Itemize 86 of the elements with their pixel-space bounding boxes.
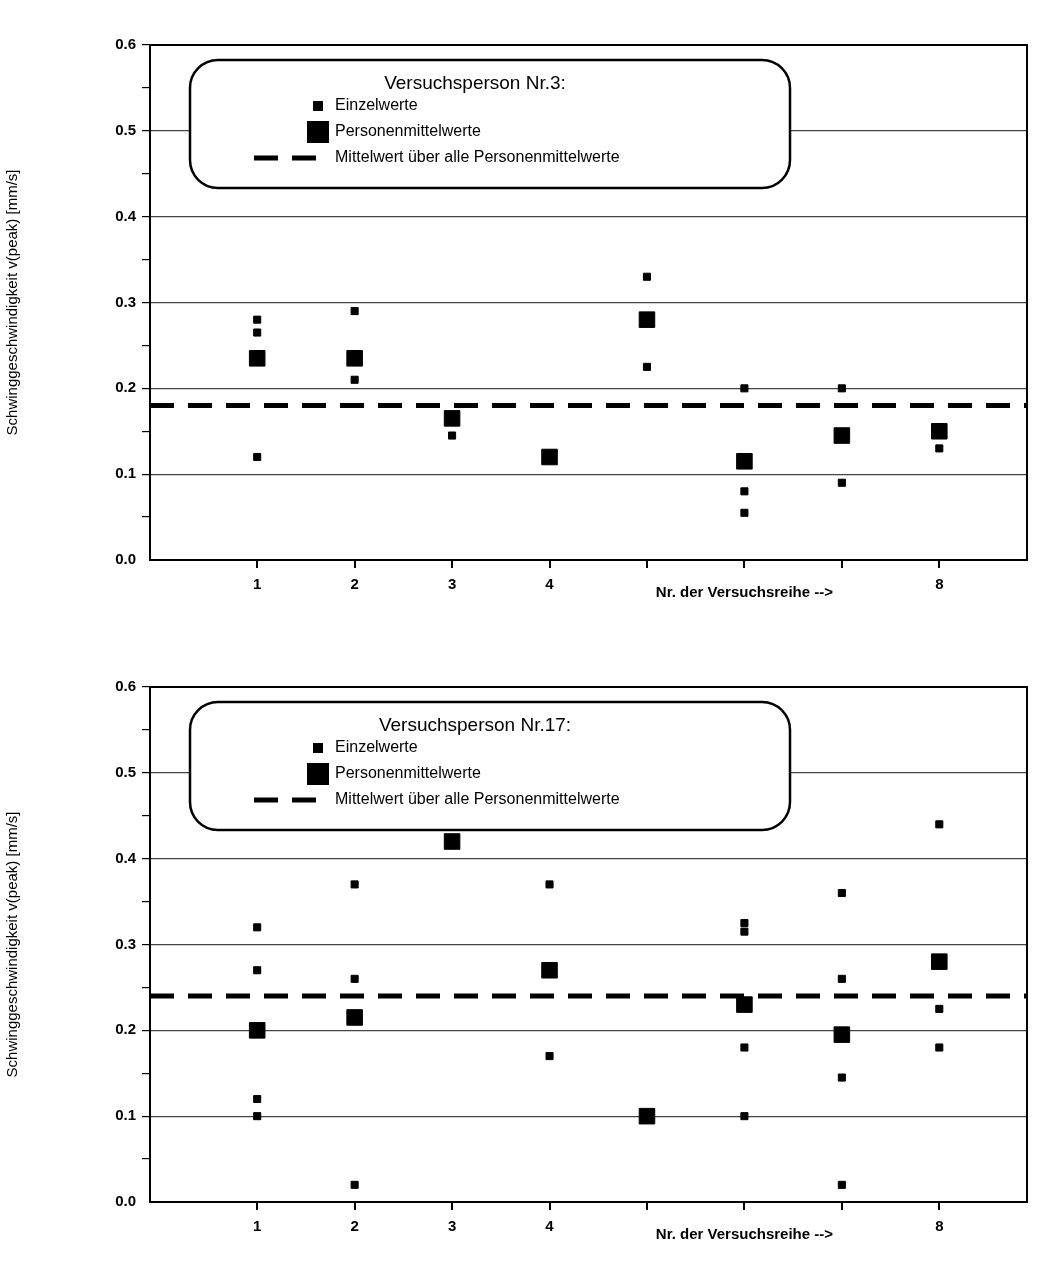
x-tick-label: 3 — [447, 1217, 457, 1235]
point — [642, 272, 651, 281]
point — [935, 444, 944, 453]
point — [740, 384, 749, 393]
y-tick-label: 0.4 — [115, 848, 137, 866]
point — [736, 453, 753, 470]
legend-label: Einzelwerte — [335, 738, 418, 756]
point — [638, 1107, 656, 1125]
y-tick-label: 0.3 — [115, 292, 136, 310]
x-axis-title: Nr. der Versuchsreihe --> — [655, 583, 834, 601]
point — [736, 996, 753, 1013]
point — [346, 350, 363, 367]
point — [837, 478, 846, 487]
legend-title: Versuchsperson Nr.3: — [384, 72, 566, 94]
point — [253, 1112, 262, 1121]
point — [350, 1180, 359, 1189]
y-axis-title: Schwinggeschwindigkeit v(peak) [mm/s] — [3, 811, 21, 1078]
point — [935, 820, 944, 829]
y-tick-label: 0.0 — [115, 1192, 136, 1210]
point — [253, 1094, 262, 1104]
y-tick-label: 0.5 — [115, 762, 136, 780]
point — [638, 311, 656, 328]
point — [443, 833, 461, 850]
point — [740, 919, 749, 928]
point — [935, 1043, 944, 1052]
point — [837, 1073, 846, 1082]
point — [740, 1043, 749, 1052]
point — [253, 315, 262, 324]
point — [740, 1112, 749, 1121]
point — [545, 1052, 554, 1061]
x-tick-label: 1 — [253, 1217, 262, 1235]
point — [837, 384, 846, 393]
y-tick-label: 0.3 — [115, 934, 136, 952]
point — [350, 880, 359, 889]
x-tick-label: 4 — [545, 1217, 555, 1235]
point — [935, 1004, 944, 1013]
y-tick-label: 0.5 — [115, 120, 136, 138]
point — [248, 1022, 266, 1039]
point — [253, 328, 262, 337]
legend-label: Personenmittelwerte — [335, 122, 481, 140]
point — [346, 1009, 363, 1026]
y-tick-label: 0.2 — [115, 1020, 136, 1038]
point — [541, 448, 558, 466]
point — [642, 362, 651, 371]
point — [931, 953, 948, 970]
legend-label: Mittelwert über alle Personenmittelwerte — [335, 148, 620, 166]
x-axis-title: Nr. der Versuchsreihe --> — [655, 1225, 834, 1243]
x-tick-label: 1 — [253, 575, 262, 593]
x-tick-label: 2 — [350, 1217, 359, 1235]
y-tick-label: 0.1 — [115, 1106, 136, 1124]
x-tick-label: 8 — [935, 575, 944, 593]
point — [837, 1180, 846, 1189]
point — [350, 307, 359, 316]
point — [253, 923, 262, 932]
y-tick-label: 0.6 — [115, 677, 136, 695]
point — [253, 966, 262, 975]
y-tick-label: 0.4 — [115, 206, 137, 224]
point — [833, 427, 851, 444]
y-tick-label: 0.6 — [115, 35, 136, 53]
legend-label: Einzelwerte — [335, 96, 418, 114]
legend-title: Versuchsperson Nr.17: — [378, 714, 572, 736]
point — [253, 452, 262, 462]
point — [545, 880, 554, 889]
y-tick-label: 0.2 — [115, 378, 136, 396]
y-tick-label: 0.1 — [115, 464, 136, 482]
x-tick-label: 2 — [350, 575, 359, 593]
point — [448, 431, 457, 440]
point — [931, 422, 948, 440]
point — [837, 888, 846, 898]
point — [833, 1026, 851, 1043]
point — [350, 375, 359, 384]
y-tick-label: 0.0 — [115, 550, 136, 568]
y-axis-title: Schwinggeschwindigkeit v(peak) [mm/s] — [3, 169, 21, 436]
point — [248, 350, 266, 367]
legend-label: Mittelwert über alle Personenmittelwerte — [335, 790, 620, 808]
x-tick-label: 4 — [545, 575, 555, 593]
point — [740, 487, 749, 496]
point — [541, 961, 558, 979]
point — [740, 927, 749, 936]
x-tick-label: 3 — [447, 575, 457, 593]
point — [740, 508, 749, 517]
point — [837, 974, 846, 983]
x-tick-label: 8 — [935, 1217, 944, 1235]
legend-label: Personenmittelwerte — [335, 764, 481, 782]
point — [443, 410, 461, 427]
point — [350, 974, 359, 983]
